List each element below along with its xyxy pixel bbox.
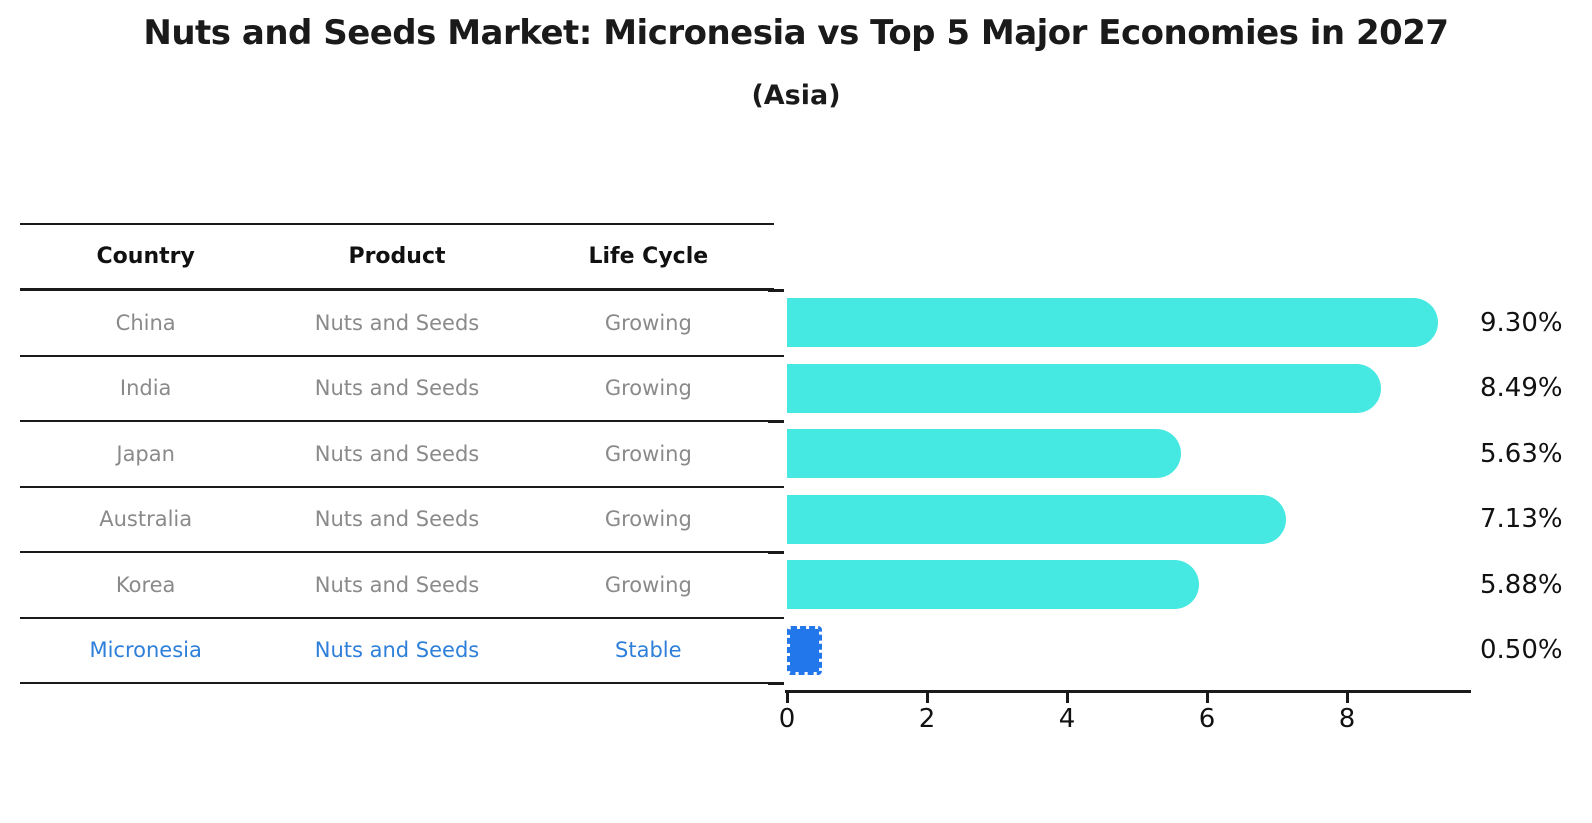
life-cycle-cell: Growing [604, 376, 692, 401]
x-tick-mark [785, 693, 789, 703]
country-cell: Korea [115, 572, 176, 597]
column-header-product: Product [348, 244, 446, 269]
bar-japan [787, 429, 1182, 479]
chart-title: Nuts and Seeds Market: Micronesia vs Top… [143, 13, 1449, 53]
bar-australia [787, 494, 1287, 544]
product-cell: Nuts and Seeds [314, 376, 480, 401]
bar-value-label: 5.63% [1480, 438, 1563, 469]
x-tick-label: 6 [1198, 704, 1216, 734]
table-row: Korea Nuts and Seeds Growing [20, 553, 774, 619]
country-cell: India [119, 376, 172, 401]
product-cell: Nuts and Seeds [314, 572, 480, 597]
table-row: Australia Nuts and Seeds Growing [20, 488, 774, 553]
y-tick-mark [768, 485, 784, 488]
y-tick-mark [768, 616, 784, 619]
column-header-country: Country [96, 244, 195, 269]
country-cell: Japan [116, 441, 175, 466]
table-body: China Nuts and Seeds Growing India Nuts and … [20, 291, 774, 684]
table-row: Japan Nuts and Seeds Growing [20, 422, 774, 488]
country-cell: Micronesia [89, 638, 202, 663]
y-tick-mark [768, 289, 784, 292]
bar-value-label: 5.88% [1480, 569, 1563, 600]
bar-korea [787, 560, 1199, 610]
chart-subtitle: (Asia) [751, 80, 841, 111]
life-cycle-cell: Growing [604, 441, 692, 466]
x-tick-mark [1065, 693, 1069, 703]
x-tick-label: 2 [918, 704, 936, 734]
bar-micronesia [787, 625, 822, 675]
bar-value-label: 7.13% [1480, 504, 1563, 535]
life-cycle-cell: Growing [604, 572, 692, 597]
bar-china [787, 298, 1438, 348]
product-cell: Nuts and Seeds [314, 441, 480, 466]
y-tick-mark [768, 551, 784, 554]
table-row: India Nuts and Seeds Growing [20, 357, 774, 422]
country-cell: China [115, 310, 176, 335]
x-tick-label: 0 [778, 704, 796, 734]
bar-india [787, 363, 1382, 413]
life-cycle-cell: Growing [604, 310, 692, 335]
x-tick-mark [1205, 693, 1209, 703]
bar-value-label: 9.30% [1480, 307, 1563, 338]
x-tick-label: 8 [1338, 704, 1356, 734]
life-cycle-cell: Stable [615, 638, 682, 663]
column-header-life-cycle: Life Cycle [588, 244, 709, 269]
life-cycle-cell: Growing [604, 507, 692, 532]
bar-value-label: 0.50% [1480, 635, 1563, 666]
y-tick-mark [768, 354, 784, 357]
table-header-row: Country Product Life Cycle [20, 225, 774, 291]
product-cell: Nuts and Seeds [314, 507, 480, 532]
y-tick-mark [768, 682, 784, 685]
y-tick-mark [768, 420, 784, 423]
country-cell: Australia [99, 507, 193, 532]
x-tick-label: 4 [1058, 704, 1076, 734]
bar-value-label: 8.49% [1480, 373, 1563, 404]
comparison-table: Country Product Life Cycle China Nuts and… [20, 223, 774, 684]
x-tick-mark [1345, 693, 1349, 703]
table-row: China Nuts and Seeds Growing [20, 291, 774, 357]
x-axis-line [785, 690, 1471, 693]
product-cell: Nuts and Seeds [314, 638, 480, 663]
x-tick-mark [925, 693, 929, 703]
table-row: Micronesia Nuts and Seeds Stable [20, 619, 774, 684]
product-cell: Nuts and Seeds [314, 310, 480, 335]
